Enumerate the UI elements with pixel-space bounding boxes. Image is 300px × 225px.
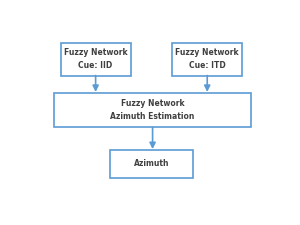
FancyBboxPatch shape (61, 43, 130, 76)
Text: Fuzzy Network: Fuzzy Network (64, 48, 128, 57)
Text: Azimuth: Azimuth (134, 159, 169, 168)
Text: Fuzzy Network: Fuzzy Network (121, 99, 184, 108)
Text: Fuzzy Network: Fuzzy Network (176, 48, 239, 57)
FancyBboxPatch shape (54, 93, 251, 128)
Text: Cue: ITD: Cue: ITD (189, 61, 226, 70)
FancyBboxPatch shape (110, 150, 193, 178)
Text: Cue: IID: Cue: IID (79, 61, 113, 70)
Text: Azimuth Estimation: Azimuth Estimation (110, 112, 195, 121)
FancyBboxPatch shape (172, 43, 242, 76)
